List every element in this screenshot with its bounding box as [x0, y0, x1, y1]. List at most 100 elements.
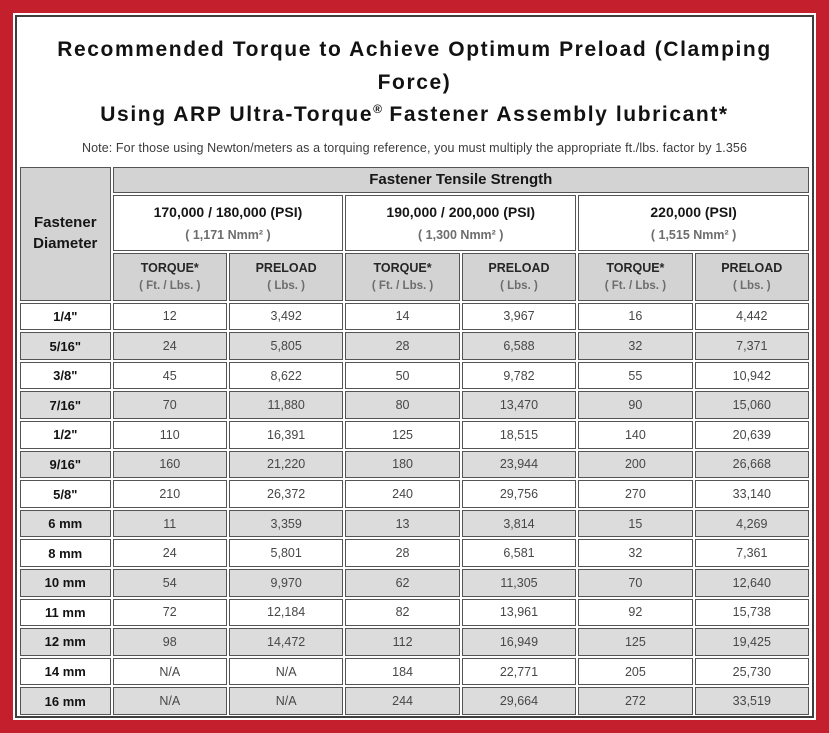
- fastener-diameter-header: Fastener Diameter: [20, 166, 111, 301]
- diameter-cell: 16 mm: [20, 687, 111, 715]
- psi-1-label: 170,000 / 180,000 (PSI): [153, 203, 303, 220]
- value-cell: 9,970: [228, 568, 344, 597]
- torque-table: Fastener Diameter Fastener Tensile Stren…: [18, 165, 811, 716]
- value-cell: 26,372: [228, 480, 344, 508]
- value-cell: 125: [578, 628, 693, 656]
- value-cell: 50: [345, 361, 460, 390]
- table-row: 6 mm 11 3,359 13 3,814 15 4,269: [20, 509, 809, 538]
- value-cell: 18,515: [461, 421, 577, 449]
- value-cell: 90: [578, 391, 693, 420]
- value-cell: N/A: [112, 657, 227, 686]
- value-cell: 22,771: [461, 657, 577, 686]
- registered-mark: ®: [373, 102, 382, 117]
- value-cell: 8,622: [228, 361, 344, 390]
- diameter-cell: 14 mm: [20, 657, 111, 686]
- table-row: 3/8" 45 8,622 50 9,782 55 10,942: [20, 361, 809, 390]
- tensile-strength-header: Fastener Tensile Strength: [112, 166, 809, 193]
- value-cell: 3,492: [228, 302, 344, 331]
- value-cell: 13,961: [461, 598, 577, 627]
- diameter-cell: 11 mm: [20, 598, 111, 627]
- torque-header-2: TORQUE* ( Ft. / Lbs. ): [345, 252, 460, 301]
- value-cell: 140: [578, 421, 693, 449]
- table-row: 1/2" 110 16,391 125 18,515 140 20,639: [20, 421, 809, 449]
- value-cell: 32: [578, 539, 693, 567]
- diameter-cell: 1/2": [20, 421, 111, 449]
- value-cell: 20,639: [694, 421, 809, 449]
- value-cell: 25,730: [694, 657, 809, 686]
- table-row: 10 mm 54 9,970 62 11,305 70 12,640: [20, 568, 809, 597]
- value-cell: 13: [345, 509, 460, 538]
- value-cell: 9,782: [461, 361, 577, 390]
- value-cell: 80: [345, 391, 460, 420]
- value-cell: 21,220: [228, 450, 344, 479]
- value-cell: 200: [578, 450, 693, 479]
- value-cell: 125: [345, 421, 460, 449]
- value-cell: 54: [112, 568, 227, 597]
- value-cell: 160: [112, 450, 227, 479]
- value-cell: 32: [578, 332, 693, 360]
- preload-header-3: PRELOAD ( Lbs. ): [694, 252, 809, 301]
- value-cell: 92: [578, 598, 693, 627]
- value-cell: 82: [345, 598, 460, 627]
- value-cell: 15,738: [694, 598, 809, 627]
- value-cell: N/A: [112, 687, 227, 715]
- value-cell: 205: [578, 657, 693, 686]
- table-body: 1/4" 12 3,492 14 3,967 16 4,442 5/16" 24 5,805 28 6…: [20, 302, 809, 715]
- value-cell: 62: [345, 568, 460, 597]
- table-row: 9/16" 160 21,220 180 23,944 200 26,668: [20, 450, 809, 479]
- diameter-cell: 5/8": [20, 480, 111, 508]
- diameter-cell: 3/8": [20, 361, 111, 390]
- value-cell: 55: [578, 361, 693, 390]
- table-row: 14 mm N/A N/A 184 22,771 205 25,730: [20, 657, 809, 686]
- value-cell: 6,581: [461, 539, 577, 567]
- diameter-cell: 10 mm: [20, 568, 111, 597]
- value-cell: 23,944: [461, 450, 577, 479]
- value-cell: 33,140: [694, 480, 809, 508]
- preload-header-1: PRELOAD ( Lbs. ): [228, 252, 344, 301]
- table-row: 16 mm N/A N/A 244 29,664 272 33,519: [20, 687, 809, 715]
- value-cell: 16,949: [461, 628, 577, 656]
- table-row: 12 mm 98 14,472 112 16,949 125 19,425: [20, 628, 809, 656]
- value-cell: 7,361: [694, 539, 809, 567]
- value-cell: 28: [345, 332, 460, 360]
- value-cell: 19,425: [694, 628, 809, 656]
- table-row: 8 mm 24 5,801 28 6,581 32 7,361: [20, 539, 809, 567]
- psi-group-3-header: 220,000 (PSI) ( 1,515 Nmm² ): [578, 194, 809, 251]
- value-cell: 72: [112, 598, 227, 627]
- value-cell: 24: [112, 332, 227, 360]
- value-cell: 13,470: [461, 391, 577, 420]
- value-cell: 180: [345, 450, 460, 479]
- value-cell: 29,664: [461, 687, 577, 715]
- units-header-row: TORQUE* ( Ft. / Lbs. ) PRELOAD ( Lbs. ) …: [20, 252, 809, 301]
- value-cell: 5,801: [228, 539, 344, 567]
- table-row: 5/16" 24 5,805 28 6,588 32 7,371: [20, 332, 809, 360]
- value-cell: 14: [345, 302, 460, 331]
- value-cell: 33,519: [694, 687, 809, 715]
- value-cell: 98: [112, 628, 227, 656]
- diameter-cell: 6 mm: [20, 509, 111, 538]
- nmm2-1-label: ( 1,171 Nmm² ): [185, 227, 271, 242]
- value-cell: 240: [345, 480, 460, 508]
- torque-header-1: TORQUE* ( Ft. / Lbs. ): [112, 252, 227, 301]
- value-cell: 15: [578, 509, 693, 538]
- value-cell: 10,942: [694, 361, 809, 390]
- psi-group-2-header: 190,000 / 200,000 (PSI) ( 1,300 Nmm² ): [345, 194, 577, 251]
- title-line1: Recommended Torque to Achieve Optimum Pr…: [57, 38, 772, 94]
- value-cell: 15,060: [694, 391, 809, 420]
- content-panel: Recommended Torque to Achieve Optimum Pr…: [15, 15, 814, 718]
- psi-2-label: 190,000 / 200,000 (PSI): [386, 203, 536, 220]
- value-cell: 244: [345, 687, 460, 715]
- table-header: Fastener Diameter Fastener Tensile Stren…: [20, 166, 809, 301]
- value-cell: 112: [345, 628, 460, 656]
- value-cell: 11: [112, 509, 227, 538]
- value-cell: N/A: [228, 657, 344, 686]
- nmm2-3-label: ( 1,515 Nmm² ): [650, 227, 737, 242]
- diameter-cell: 12 mm: [20, 628, 111, 656]
- title-line2-end: Fastener Assembly lubricant*: [381, 103, 729, 127]
- value-cell: 12,640: [694, 568, 809, 597]
- value-cell: 6,588: [461, 332, 577, 360]
- nmm2-2-label: ( 1,300 Nmm² ): [418, 227, 504, 242]
- value-cell: 210: [112, 480, 227, 508]
- psi-header-row: 170,000 / 180,000 (PSI) ( 1,171 Nmm² ) 1…: [20, 194, 809, 251]
